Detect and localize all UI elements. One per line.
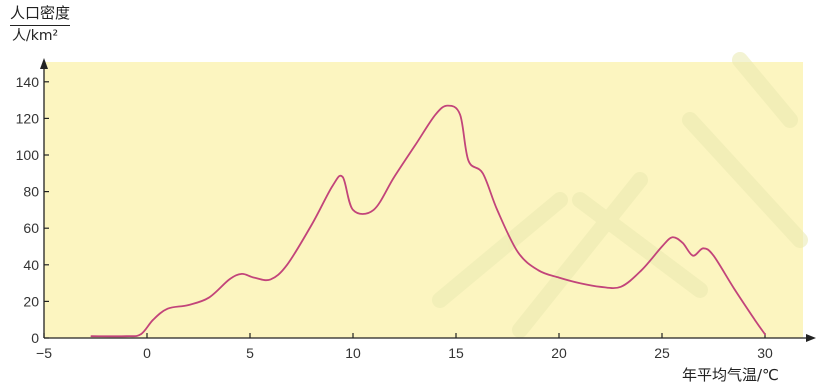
- x-tick-label: −5: [36, 345, 52, 361]
- y-axis-label-unit: 人/km²: [12, 28, 59, 44]
- y-tick-label: 120: [16, 110, 40, 126]
- watermark-strokes: [432, 52, 808, 338]
- population-density-line: [90, 104, 766, 338]
- x-tick-label: 10: [345, 345, 361, 361]
- y-axis-label-divider: [10, 25, 70, 26]
- x-tick-label: 25: [654, 345, 670, 361]
- x-tick-label: 30: [757, 345, 773, 361]
- x-tick-label: 15: [448, 345, 464, 361]
- x-tick-label: 0: [143, 345, 151, 361]
- y-tick-label: 20: [23, 293, 39, 309]
- y-axis-label-top: 人口密度: [10, 4, 71, 22]
- plot-area-background: [44, 62, 803, 338]
- x-axis-arrow: [806, 334, 816, 342]
- y-tick-label: 60: [23, 220, 39, 236]
- x-tick-label: 20: [551, 345, 567, 361]
- x-tick-label: 5: [246, 345, 254, 361]
- y-axis-arrow: [40, 58, 48, 69]
- y-tick-label: 80: [23, 184, 39, 200]
- y-tick-label: 100: [16, 147, 40, 163]
- y-tick-label: 140: [16, 74, 40, 90]
- y-tick-label: 0: [31, 330, 39, 346]
- y-tick-label: 40: [23, 257, 39, 273]
- x-axis-label: 年平均气温/℃: [682, 366, 779, 384]
